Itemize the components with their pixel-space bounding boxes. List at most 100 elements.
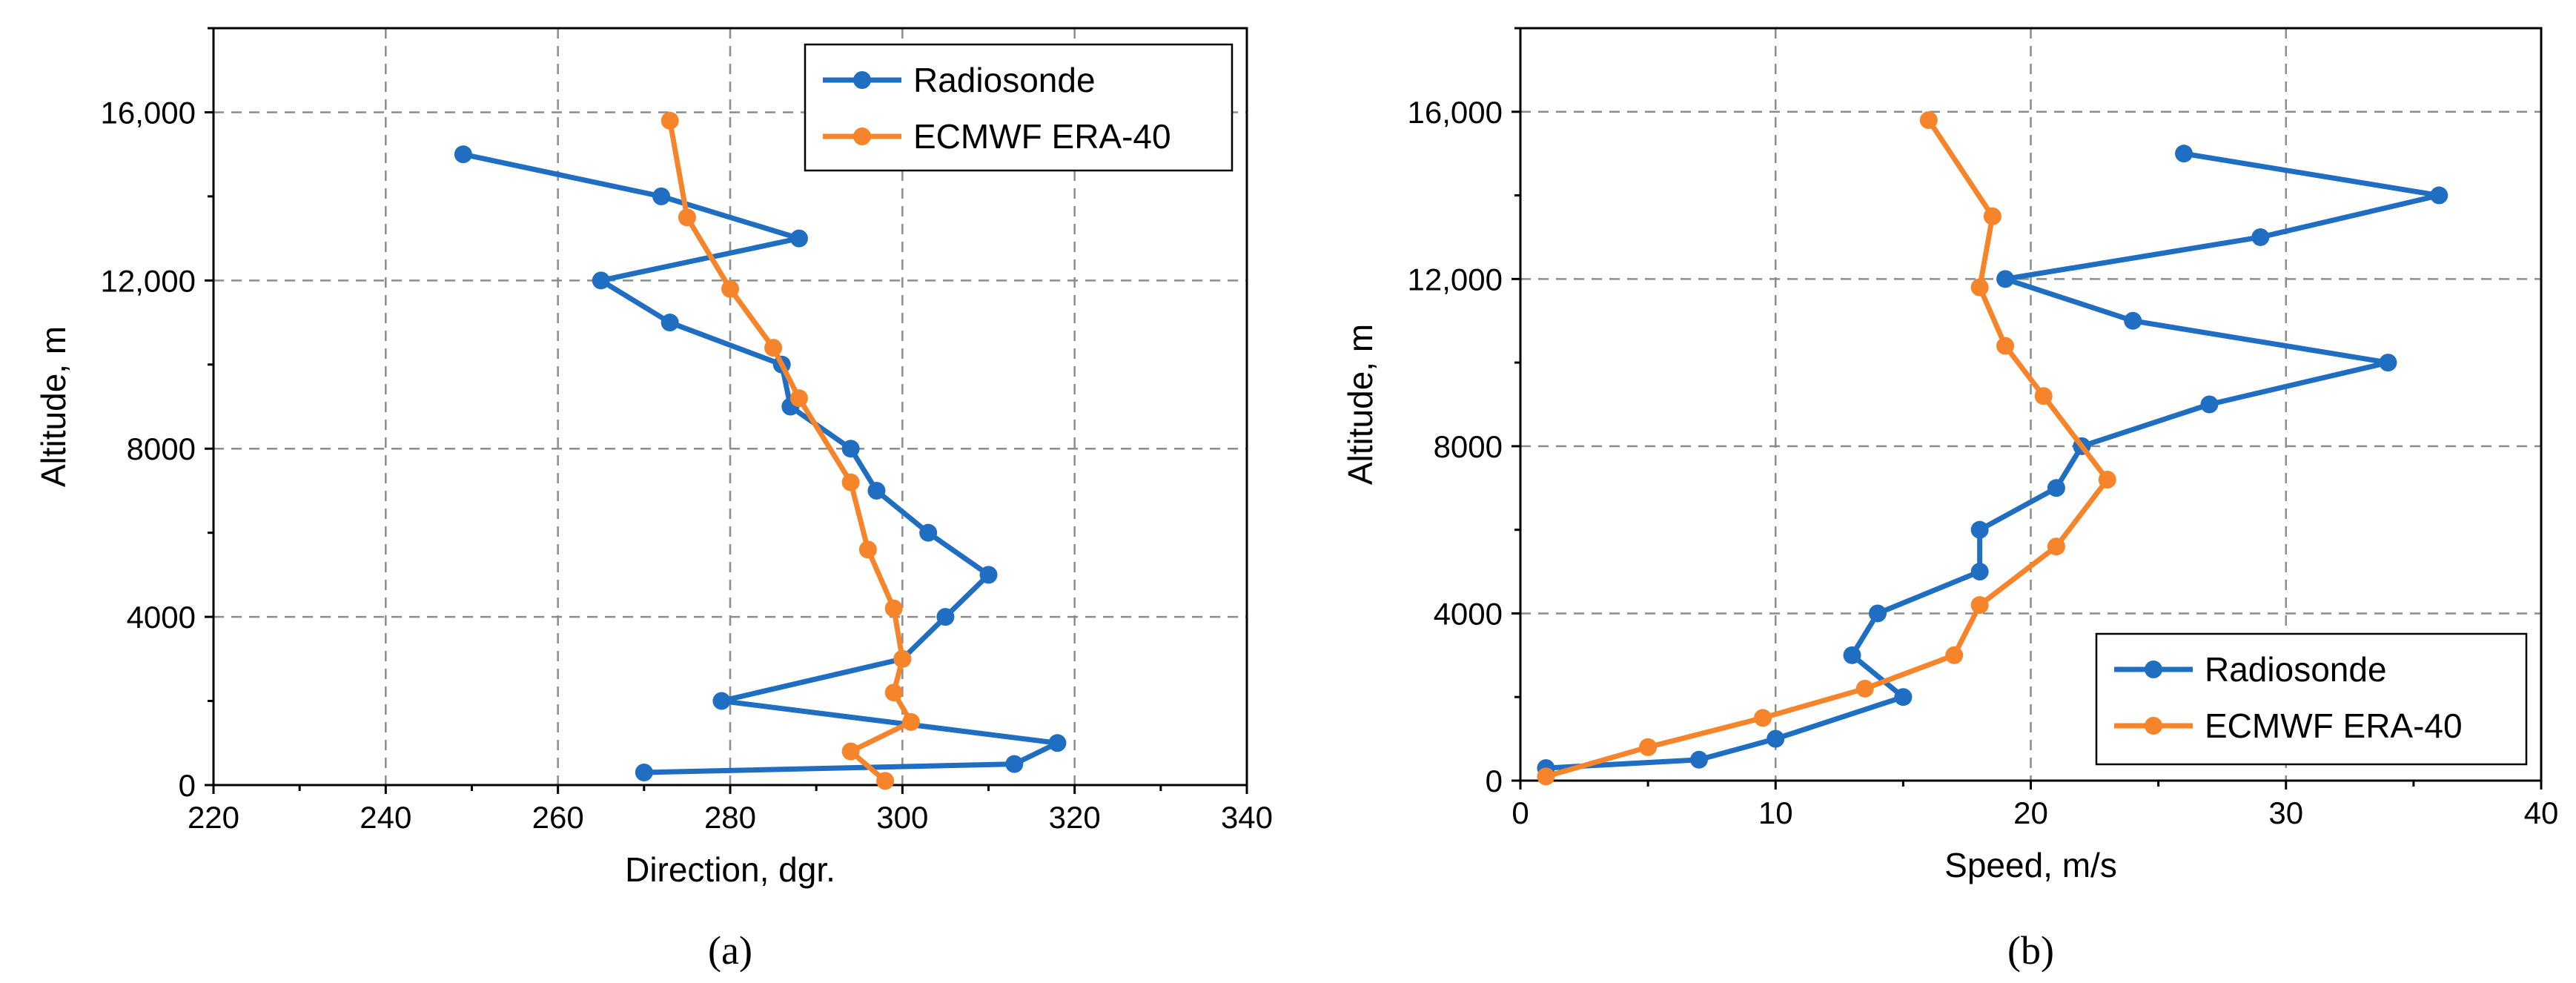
data-point-radiosonde — [936, 608, 955, 626]
data-point-ecmwf — [2098, 471, 2116, 489]
y-axis-title: Altitude, m — [1341, 324, 1380, 485]
x-tick-label: 0 — [1512, 795, 1529, 830]
data-point-radiosonde — [979, 566, 998, 584]
data-point-radiosonde — [712, 692, 731, 710]
legend-box — [804, 43, 1234, 172]
y-tick-label: 12,000 — [101, 263, 196, 298]
data-point-ecmwf — [678, 208, 696, 227]
series-line-radiosonde — [463, 151, 1060, 775]
data-point-ecmwf — [2047, 537, 2065, 556]
legend-label-ecmwf: ECMWF ERA-40 — [2205, 706, 2463, 745]
data-point-radiosonde — [454, 145, 472, 164]
x-axis-title: Direction, dgr. — [625, 850, 835, 889]
legend-label-radiosonde: Radiosonde — [913, 61, 1096, 99]
panel-label: (b) — [2007, 928, 2054, 973]
data-point-radiosonde — [2251, 228, 2270, 246]
data-point-ecmwf — [764, 339, 783, 357]
x-tick-label: 220 — [188, 800, 239, 835]
data-point-radiosonde — [652, 187, 671, 205]
legend: Radiosonde ECMWF ERA-40 — [804, 43, 1234, 172]
legend-label-radiosonde: Radiosonde — [2205, 650, 2387, 689]
data-point-ecmwf — [893, 649, 912, 668]
data-point-ecmwf — [1970, 278, 1989, 297]
data-point-radiosonde — [1005, 755, 1024, 773]
data-point-radiosonde — [1868, 604, 1887, 623]
y-tick-label: 16,000 — [1408, 95, 1503, 130]
data-point-radiosonde — [1996, 270, 2015, 288]
x-tick-label: 30 — [2268, 795, 2303, 830]
data-point-radiosonde — [1970, 520, 1989, 539]
data-point-radiosonde — [660, 314, 679, 332]
x-tick-label: 300 — [876, 800, 928, 835]
data-point-radiosonde — [789, 229, 808, 248]
panel-label: (a) — [708, 928, 752, 973]
x-tick-label: 10 — [1758, 795, 1793, 830]
data-point-ecmwf — [841, 473, 860, 492]
data-point-radiosonde — [1689, 750, 1708, 769]
y-tick-label: 4000 — [127, 600, 196, 635]
data-point-radiosonde — [1894, 688, 1913, 706]
y-tick-label: 8000 — [127, 431, 196, 466]
data-point-ecmwf — [1639, 738, 1658, 756]
y-tick-label: 4000 — [1434, 596, 1503, 631]
data-point-ecmwf — [1996, 337, 2015, 355]
data-point-ecmwf — [1919, 111, 1938, 130]
data-point-radiosonde — [2200, 395, 2219, 414]
data-point-radiosonde — [635, 763, 653, 781]
data-point-radiosonde — [1843, 646, 1861, 664]
y-tick-label: 0 — [1486, 764, 1503, 798]
legend-marker-ecmwf — [2145, 717, 2162, 735]
data-point-radiosonde — [841, 440, 860, 458]
data-point-radiosonde — [867, 481, 886, 500]
data-point-ecmwf — [884, 599, 903, 618]
y-tick-label: 0 — [179, 768, 196, 803]
data-point-ecmwf — [1983, 207, 2001, 225]
data-point-radiosonde — [2124, 311, 2142, 330]
data-point-ecmwf — [2034, 387, 2053, 406]
x-tick-label: 40 — [2524, 795, 2559, 830]
data-point-radiosonde — [592, 271, 610, 290]
y-tick-label: 16,000 — [101, 95, 196, 130]
data-point-ecmwf — [660, 111, 679, 130]
data-point-radiosonde — [2379, 354, 2397, 372]
data-point-ecmwf — [876, 772, 895, 790]
data-point-radiosonde — [919, 523, 938, 542]
data-point-ecmwf — [1754, 709, 1772, 727]
legend-marker-radiosonde — [853, 71, 871, 89]
x-tick-label: 240 — [360, 800, 411, 835]
data-point-radiosonde — [2175, 145, 2193, 163]
y-tick-label: 8000 — [1434, 429, 1503, 464]
data-point-radiosonde — [2430, 186, 2448, 205]
legend-box — [2095, 632, 2528, 766]
data-point-radiosonde — [1048, 734, 1067, 752]
data-point-ecmwf — [1537, 767, 1555, 786]
series-line-ecmwf — [667, 120, 914, 783]
y-axis-title: Altitude, m — [34, 326, 73, 487]
legend-label-ecmwf: ECMWF ERA-40 — [913, 117, 1171, 156]
data-point-ecmwf — [721, 279, 739, 298]
x-tick-label: 260 — [532, 800, 584, 835]
data-point-ecmwf — [884, 684, 903, 702]
chart-speed: 0 10 20 30 40 0 4000 8000 12,000 16,000 Speed, m/s… — [1341, 27, 2559, 973]
legend-marker-radiosonde — [2145, 661, 2162, 678]
chart-direction: 220 240 260 280 300 320 340 0 4000 8000 12,000 16,0… — [34, 27, 1273, 973]
x-tick-label: 340 — [1221, 800, 1273, 835]
data-point-ecmwf — [901, 712, 920, 731]
data-point-ecmwf — [1945, 646, 1964, 664]
legend-marker-ecmwf — [853, 128, 871, 145]
x-axis-title: Speed, m/s — [1944, 846, 2117, 884]
data-point-ecmwf — [841, 742, 860, 761]
data-point-radiosonde — [1767, 729, 1785, 748]
data-point-ecmwf — [858, 540, 877, 559]
x-tick-label: 20 — [2013, 795, 2048, 830]
legend: Radiosonde ECMWF ERA-40 — [2095, 632, 2528, 766]
series-line-ecmwf — [1545, 119, 2110, 779]
data-point-ecmwf — [1855, 679, 1874, 698]
data-point-ecmwf — [789, 389, 808, 408]
x-tick-label: 320 — [1049, 800, 1101, 835]
data-point-radiosonde — [2047, 479, 2065, 497]
data-point-radiosonde — [1970, 563, 1989, 581]
data-point-ecmwf — [1970, 596, 1989, 615]
y-tick-label: 12,000 — [1408, 262, 1503, 297]
